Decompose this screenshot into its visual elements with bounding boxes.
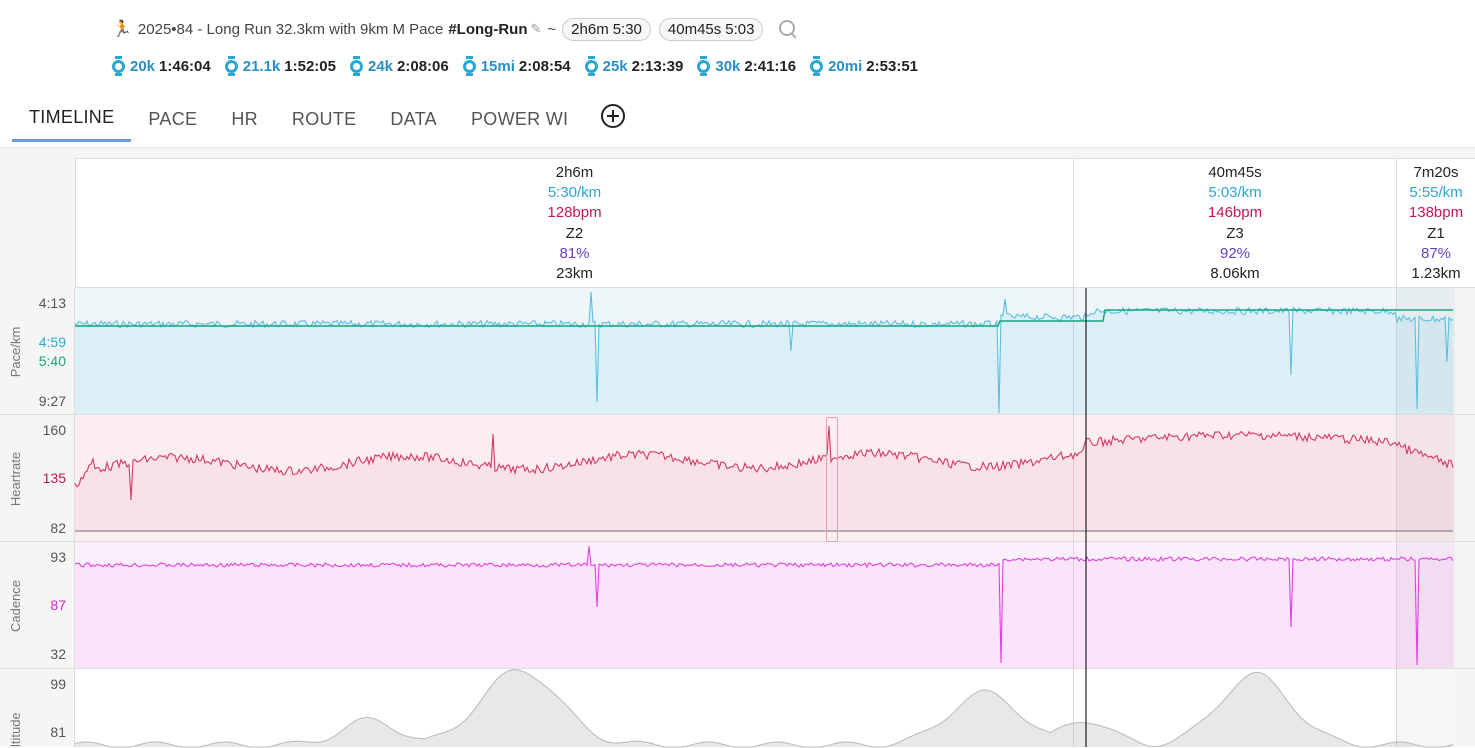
split-20mi[interactable]: 20mi 2:53:51 — [810, 56, 918, 76]
cadence-tick-bottom: 32 — [50, 646, 66, 662]
stopwatch-icon — [349, 56, 363, 76]
tab-data[interactable]: DATA — [390, 108, 437, 129]
cadence-tick-top: 93 — [50, 549, 66, 565]
hr-tick-avg: 135 — [43, 470, 67, 486]
tab-power-wi[interactable]: POWER WI — [470, 108, 569, 129]
stopwatch-icon — [462, 56, 476, 76]
activity-tag[interactable]: #Long-Run — [448, 20, 528, 38]
edit-icon[interactable]: ✎ — [530, 21, 542, 36]
title-row: 🏃 2025•84 - Long Run 32.3km with 9km M P… — [112, 14, 799, 44]
split-20k[interactable]: 20k 1:46:04 — [112, 56, 211, 76]
pace-series — [74, 291, 1454, 414]
cadence-tick-avg: 87 — [50, 597, 66, 613]
altitude-panel-bg — [75, 669, 1455, 747]
activity-header: 🏃 2025•84 - Long Run 32.3km with 9km M P… — [0, 0, 1475, 147]
altitude-axis-title: ltitude — [8, 712, 23, 747]
runner-icon: 🏃 — [112, 21, 132, 38]
stopwatch-icon — [584, 56, 598, 76]
pace-axis-title: Pace/km — [8, 327, 23, 378]
cadence-axis-title: Cadence — [8, 580, 23, 632]
tab-bar: TIMELINE PACE HR ROUTE DATA POWER WI — [12, 96, 626, 142]
pace-tick-avg: 4:59 — [39, 334, 66, 350]
heartrate-series — [74, 425, 1454, 531]
stopwatch-icon — [697, 56, 711, 76]
split-25k[interactable]: 25k 2:13:39 — [584, 56, 683, 76]
hr-tick-bottom: 82 — [50, 520, 66, 536]
pace-tick-bottom: 9:27 — [39, 393, 66, 409]
pace-tick-seg: 5:40 — [39, 353, 66, 369]
tab-route[interactable]: ROUTE — [291, 108, 357, 129]
segment-summary-3[interactable]: 7m20s 5:55/km 138bpm Z1 87% 1.23km — [1396, 158, 1475, 288]
hr-panel-bg — [75, 415, 1455, 541]
cadence-series — [74, 545, 1454, 668]
segment-summary-1[interactable]: 2h6m 5:30/km 128bpm Z2 81% 23km — [75, 158, 1074, 288]
tilde-separator: ~ — [547, 20, 557, 38]
segment-pill-1[interactable]: 2h6m 5:30 — [562, 17, 651, 41]
altitude-series — [74, 669, 1454, 748]
tab-pace[interactable]: PACE — [148, 108, 198, 129]
split-15mi[interactable]: 15mi 2:08:54 — [462, 56, 571, 76]
segment-pill-2[interactable]: 40m45s 5:03 — [658, 17, 764, 41]
hr-axis-title: Heartrate — [8, 452, 23, 506]
cadence-panel-bg — [75, 542, 1455, 668]
stopwatch-icon — [112, 56, 125, 76]
add-tab-icon[interactable] — [601, 104, 626, 128]
split-30k[interactable]: 30k 2:41:16 — [697, 56, 796, 76]
split-24k[interactable]: 24k 2:08:06 — [349, 56, 449, 76]
altitude-tick-mid: 81 — [50, 724, 66, 740]
tab-timeline[interactable]: TIMELINE — [12, 96, 132, 142]
hr-peak-highlight[interactable] — [826, 417, 838, 542]
split-21-1k[interactable]: 21.1k 1:52:05 — [224, 56, 336, 76]
tab-hr[interactable]: HR — [231, 108, 258, 129]
stopwatch-icon — [224, 56, 238, 76]
pace-panel-bg — [75, 288, 1455, 414]
stopwatch-icon — [810, 56, 824, 76]
activity-title[interactable]: 2025•84 - Long Run 32.3km with 9km M Pac… — [137, 20, 444, 38]
timeline-charts[interactable]: 4:13 4:59 5:40 9:27 Pace/km 160 135 82 H… — [0, 147, 1475, 748]
pace-tick-top: 4:13 — [39, 295, 66, 311]
search-icon[interactable] — [777, 18, 799, 40]
splits-row: 20k 1:46:04 21.1k 1:52:05 24k 2:08:06 15mi 2… — [112, 56, 932, 76]
altitude-tick-top: 99 — [50, 676, 66, 692]
hr-tick-top: 160 — [43, 422, 67, 438]
segment-summary-2[interactable]: 40m45s 5:03/km 146bpm Z3 92% 8.06km — [1073, 158, 1397, 288]
